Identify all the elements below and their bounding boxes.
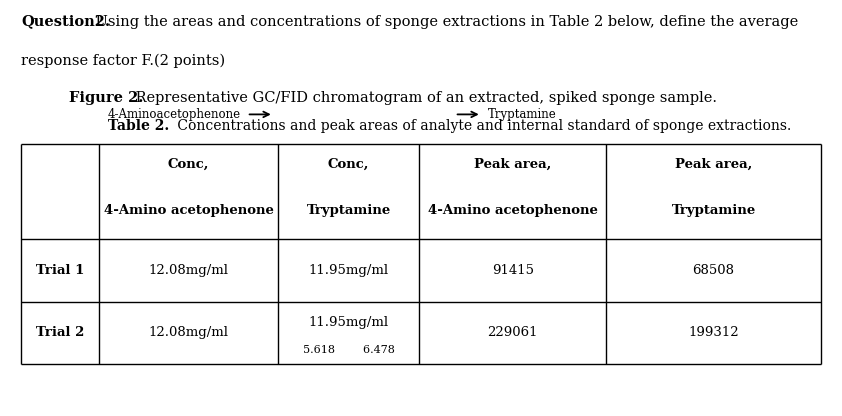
Text: Tryptamine: Tryptamine [671, 203, 756, 217]
Text: Table 2.: Table 2. [108, 119, 169, 133]
Text: 4-Amino acetophenone: 4-Amino acetophenone [104, 203, 274, 217]
Text: 12.08mg/ml: 12.08mg/ml [148, 264, 229, 277]
Text: Concentrations and peak areas of analyte and internal standard of sponge extract: Concentrations and peak areas of analyte… [173, 119, 791, 133]
Text: Tryptamine: Tryptamine [306, 203, 391, 217]
Text: Figure 2.: Figure 2. [69, 91, 143, 105]
Text: 229061: 229061 [488, 326, 538, 339]
Text: 91415: 91415 [492, 264, 534, 277]
Text: 4-Amino acetophenone: 4-Amino acetophenone [428, 203, 598, 217]
Text: 11.95mg/ml: 11.95mg/ml [308, 316, 389, 329]
Text: Conc,: Conc, [168, 158, 210, 171]
Text: 199312: 199312 [688, 326, 739, 339]
Text: response factor F.(2 points): response factor F.(2 points) [21, 54, 225, 69]
Text: Conc,: Conc, [328, 158, 370, 171]
Text: Peak area,: Peak area, [675, 158, 752, 171]
Text: Trial 2: Trial 2 [36, 326, 84, 339]
Text: Question2.: Question2. [21, 15, 110, 29]
Text: Representative GC/FID chromatogram of an extracted, spiked sponge sample.: Representative GC/FID chromatogram of an… [131, 91, 717, 105]
Text: Peak area,: Peak area, [474, 158, 552, 171]
Text: 68508: 68508 [693, 264, 734, 277]
Text: 12.08mg/ml: 12.08mg/ml [148, 326, 229, 339]
Text: Tryptamine: Tryptamine [488, 108, 557, 121]
Text: 4-Aminoacetophenone: 4-Aminoacetophenone [108, 108, 241, 121]
Text: Trial 1: Trial 1 [36, 264, 84, 277]
Text: 11.95mg/ml: 11.95mg/ml [308, 264, 389, 277]
Text: Using the areas and concentrations of sponge extractions in Table 2 below, defin: Using the areas and concentrations of sp… [91, 15, 798, 29]
Text: 5.618        6.478: 5.618 6.478 [302, 345, 395, 355]
